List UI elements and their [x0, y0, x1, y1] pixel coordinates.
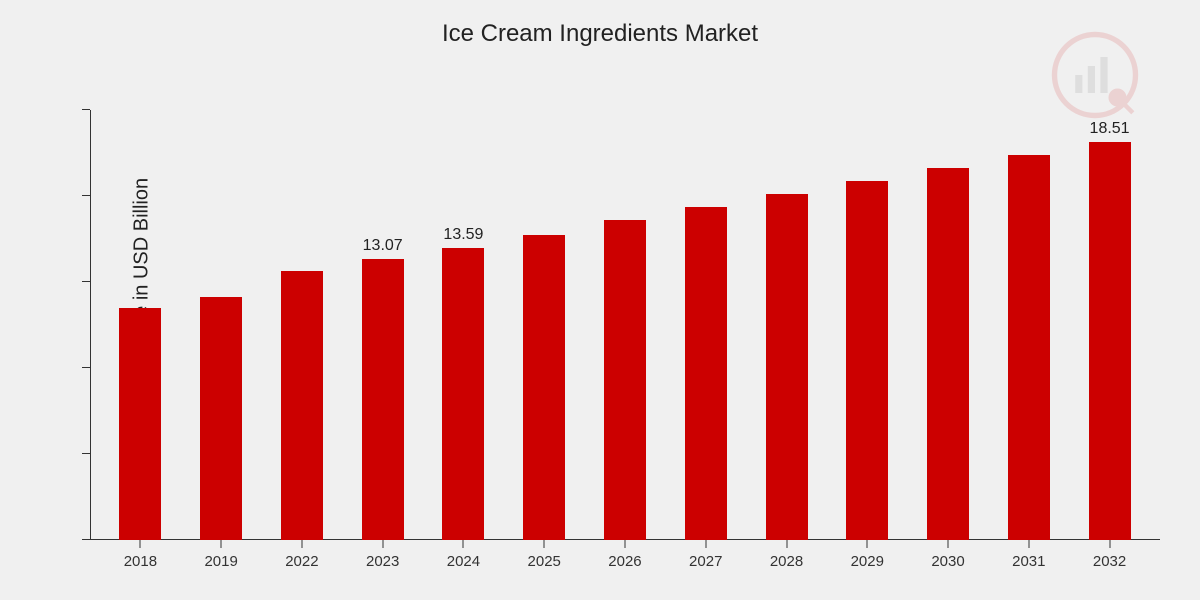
x-tick — [382, 540, 383, 548]
bar: 13.59 — [442, 248, 484, 540]
bar — [846, 181, 888, 540]
bar-group: 18.512032 — [1069, 110, 1150, 540]
x-axis-label: 2023 — [366, 553, 399, 570]
bar-group: 2030 — [908, 110, 989, 540]
bar-group: 13.592024 — [423, 110, 504, 540]
x-axis-label: 2026 — [608, 553, 641, 570]
x-axis-label: 2028 — [770, 553, 803, 570]
bar — [1008, 155, 1050, 540]
x-axis-label: 2024 — [447, 553, 480, 570]
bar-value-label: 13.59 — [443, 226, 483, 244]
bar-group: 2029 — [827, 110, 908, 540]
y-tick — [82, 195, 90, 196]
x-tick — [140, 540, 141, 548]
x-tick — [463, 540, 464, 548]
bar-group: 2019 — [181, 110, 262, 540]
x-tick — [544, 540, 545, 548]
bar — [685, 207, 727, 540]
x-axis-label: 2029 — [851, 553, 884, 570]
bar — [281, 271, 323, 540]
x-tick — [301, 540, 302, 548]
bar-group: 13.072023 — [342, 110, 423, 540]
x-axis-label: 2022 — [285, 553, 318, 570]
x-axis-label: 2031 — [1012, 553, 1045, 570]
y-tick — [82, 281, 90, 282]
bar: 13.07 — [362, 259, 404, 540]
x-tick — [786, 540, 787, 548]
x-tick — [705, 540, 706, 548]
bar: 18.51 — [1089, 142, 1131, 540]
bar-group: 2022 — [262, 110, 343, 540]
bar-group: 2025 — [504, 110, 585, 540]
y-tick — [82, 453, 90, 454]
bar-value-label: 18.51 — [1090, 120, 1130, 138]
bar-group: 2026 — [585, 110, 666, 540]
bar — [523, 235, 565, 540]
x-tick — [948, 540, 949, 548]
bar — [119, 308, 161, 540]
bar-group: 2018 — [100, 110, 181, 540]
x-tick — [867, 540, 868, 548]
x-axis-label: 2027 — [689, 553, 722, 570]
y-tick — [82, 367, 90, 368]
bar-group: 2027 — [665, 110, 746, 540]
bar-group: 2028 — [746, 110, 827, 540]
chart-container: Ice Cream Ingredients Market Market Valu… — [0, 0, 1200, 600]
y-tick — [82, 109, 90, 110]
chart-title: Ice Cream Ingredients Market — [442, 20, 758, 48]
bars-container: 20182019202213.07202313.5920242025202620… — [90, 110, 1160, 540]
watermark-logo — [1050, 30, 1140, 120]
x-tick — [1109, 540, 1110, 548]
x-axis-label: 2025 — [528, 553, 561, 570]
x-tick — [221, 540, 222, 548]
x-axis-label: 2019 — [204, 553, 237, 570]
y-tick — [82, 539, 90, 540]
x-axis-label: 2030 — [931, 553, 964, 570]
bar — [927, 168, 969, 540]
x-tick — [1028, 540, 1029, 548]
bar — [200, 297, 242, 540]
plot-area: 20182019202213.07202313.5920242025202620… — [90, 110, 1160, 540]
bar — [604, 220, 646, 540]
bar — [766, 194, 808, 540]
bar-value-label: 13.07 — [363, 237, 403, 255]
bar-group: 2031 — [988, 110, 1069, 540]
x-tick — [624, 540, 625, 548]
x-axis-label: 2032 — [1093, 553, 1126, 570]
x-axis-label: 2018 — [124, 553, 157, 570]
